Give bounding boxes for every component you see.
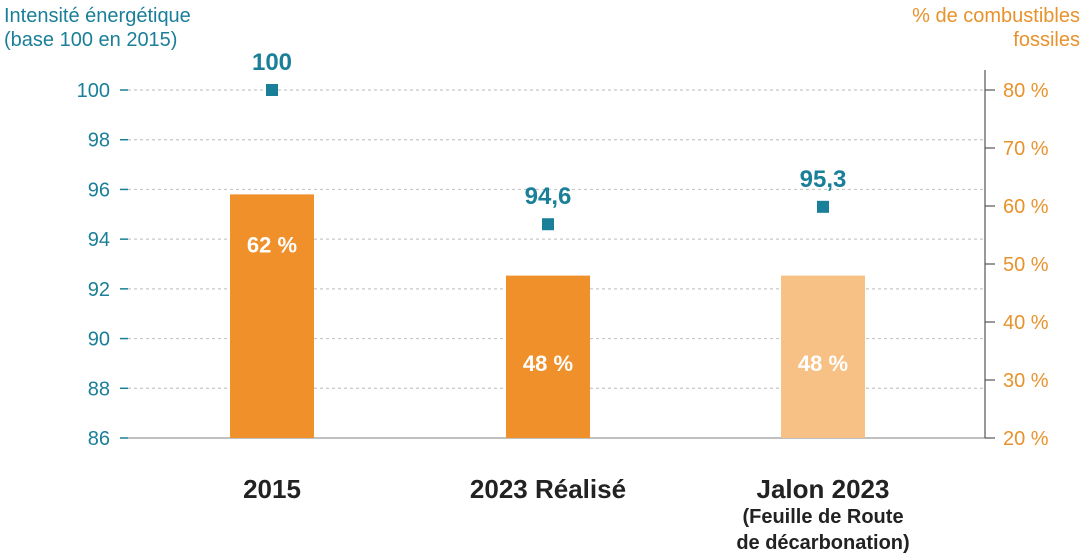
right-tick-label: 80 % [1003,80,1049,102]
right-tick-label: 30 % [1003,370,1049,392]
left-tick-label: 98 [88,130,110,152]
left-tick-label: 90 [88,329,110,351]
category-label-sub: de décarbonation) [736,532,910,554]
point-value-label: 95,3 [800,166,847,193]
point-value-label: 94,6 [525,183,572,210]
data-point [542,218,554,231]
category-label-main: 2023 Réalisé [469,474,627,504]
category-label: Jalon 2023 (Feuille de Route de décarbonat… [663,474,983,556]
right-axis-title-line2: fossiles [1013,29,1080,51]
left-tick-label: 96 [88,179,110,201]
bar-value-label: 48 % [523,351,573,376]
right-tick-label: 70 % [1003,138,1049,160]
bar [230,194,314,438]
left-axis-title: Intensité énergétique (base 100 en 2015) [4,4,191,52]
right-tick-label: 40 % [1003,312,1049,334]
right-tick-label: 60 % [1003,196,1049,218]
left-axis-title-line2: (base 100 en 2015) [4,29,178,51]
left-tick-label: 94 [88,229,110,251]
right-tick-label: 50 % [1003,254,1049,276]
right-axis-title: % de combustibles fossiles [912,4,1080,52]
left-tick-label: 88 [88,378,110,400]
category-label: 2015 [112,474,432,504]
data-point [266,84,278,96]
category-label-sub: (Feuille de Route [742,506,904,528]
bar [781,275,865,438]
bar-value-label: 62 % [247,232,297,257]
category-label-main: 2015 [243,474,301,504]
category-label-main: Jalon 2023 [756,474,890,504]
category-label: 2023 Réalisé [388,474,708,504]
left-tick-label: 92 [88,279,110,301]
data-point [817,200,829,213]
left-axis-title-line1: Intensité énergétique [4,5,191,27]
bar [506,275,590,438]
left-tick-label: 100 [77,80,110,102]
left-tick-label: 86 [88,428,110,450]
point-value-label: 100 [252,49,292,76]
right-axis-title-line1: % de combustibles [912,5,1080,27]
bar-value-label: 48 % [798,351,848,376]
right-tick-label: 20 % [1003,428,1049,450]
